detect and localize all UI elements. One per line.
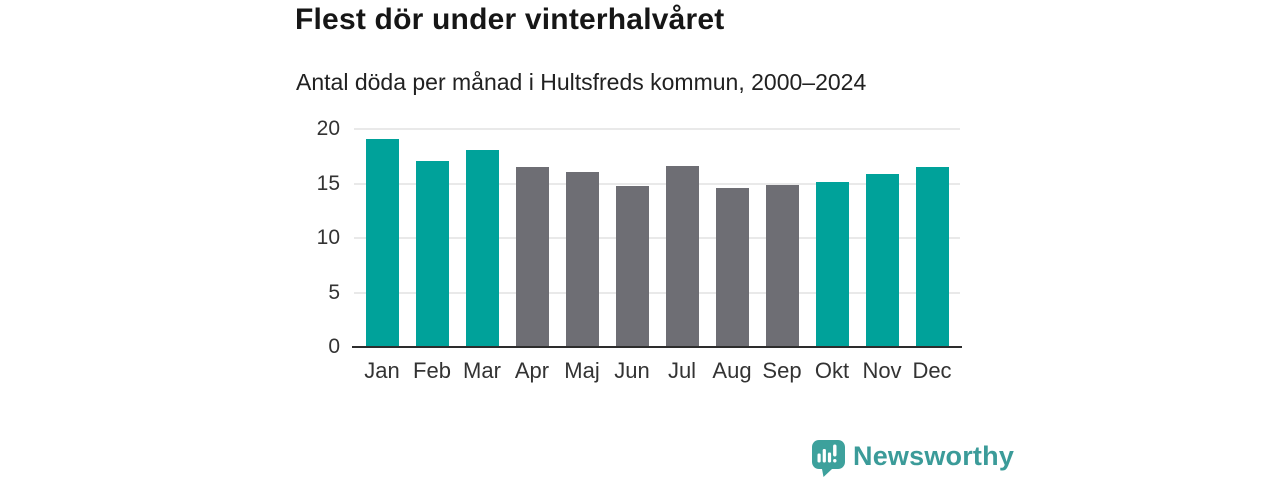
- x-tick-apr: Apr: [514, 358, 550, 383]
- chart-subtitle: Antal döda per månad i Hultsfreds kommun…: [296, 69, 867, 95]
- x-tick-nov: Nov: [862, 358, 902, 383]
- gridline-20: [354, 128, 960, 130]
- chart-title: Flest dör under vinterhalvåret: [295, 3, 725, 36]
- x-tick-feb: Feb: [413, 358, 451, 383]
- x-tick-okt: Okt: [814, 358, 850, 383]
- logo-bar-2: [822, 449, 826, 463]
- x-tick-mar: Mar: [463, 358, 501, 383]
- y-tick-5: 5: [328, 280, 340, 304]
- logo-exclamation-dot: [833, 459, 837, 463]
- bar-nov: [865, 173, 899, 347]
- bar-feb: [415, 160, 449, 347]
- x-tick-jan: Jan: [364, 358, 400, 383]
- logo-exclamation-bar: [833, 444, 837, 457]
- gridline-10: [354, 237, 960, 239]
- bar-apr: [515, 167, 549, 347]
- x-tick-aug: Aug: [712, 358, 752, 383]
- x-tick-jul: Jul: [667, 358, 697, 383]
- bar-mar: [465, 149, 499, 347]
- y-tick-15: 15: [316, 171, 340, 195]
- y-tick-10: 10: [316, 226, 340, 249]
- x-tick-maj: Maj: [564, 358, 600, 383]
- x-tick-sep: Sep: [762, 358, 802, 383]
- bar-jan: [365, 138, 399, 347]
- y-tick-0: 0: [328, 335, 340, 358]
- bars-container: [354, 129, 960, 347]
- bar-chart-plot: 0 5 10 15 20 Jan Feb Mar Apr Maj Jun Jul Aug Sep Okt N…: [317, 117, 962, 383]
- bar-okt: [815, 182, 849, 347]
- newsworthy-logo-icon: [812, 440, 845, 477]
- x-tick-jun: Jun: [614, 358, 650, 383]
- x-tick-dec: Dec: [912, 358, 952, 383]
- x-axis-labels: Jan Feb Mar Apr Maj Jun Jul Aug Sep Okt Nov Dec: [354, 347, 960, 387]
- bar-jul: [665, 166, 699, 347]
- newsworthy-branding: Newsworthy: [812, 440, 1014, 477]
- bar-jun: [615, 185, 649, 347]
- bar-dec: [915, 167, 949, 347]
- gridline-15: [354, 182, 960, 185]
- logo-bar-1: [817, 453, 821, 463]
- bar-maj: [565, 171, 599, 347]
- x-axis-line: [352, 346, 962, 348]
- bar-aug: [715, 187, 749, 347]
- newsworthy-wordmark: Newsworthy: [853, 440, 1015, 471]
- gridline-5: [354, 291, 960, 294]
- gridlines: [354, 128, 960, 347]
- logo-bar-3: [827, 452, 832, 463]
- bar-sep: [765, 184, 799, 347]
- y-tick-20: 20: [316, 117, 340, 140]
